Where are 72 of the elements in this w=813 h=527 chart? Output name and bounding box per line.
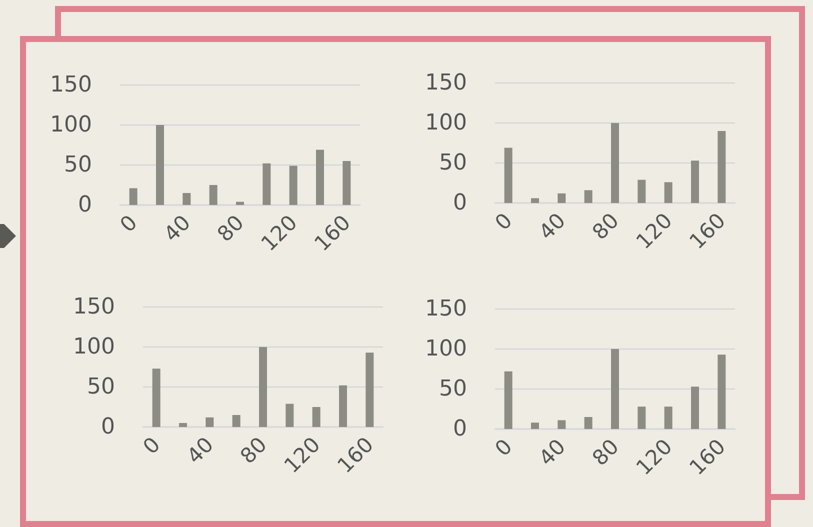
bar [531,198,539,203]
y-tick-label: 100 [50,112,92,138]
x-tick-label: 120 [632,208,677,254]
bar [504,371,512,429]
bar [209,185,218,205]
bar [611,123,619,203]
bar [312,407,320,427]
bar [558,193,566,203]
bar [182,193,191,205]
bar [339,385,347,427]
x-tick-label: 40 [182,432,218,468]
x-tick-label: 0 [490,434,517,461]
bar [638,406,646,429]
bar [664,182,672,203]
x-tick-label: 0 [115,210,142,237]
y-tick-label: 0 [453,416,467,442]
y-tick-label: 150 [425,70,467,96]
bar [366,352,374,427]
bar [289,166,298,205]
x-tick-label: 0 [490,208,517,235]
bar [718,354,726,429]
x-tick-label: 40 [534,434,570,470]
bar [691,160,699,203]
x-tick-label: 120 [280,432,325,478]
bar [259,347,267,427]
bar [316,150,324,205]
bar [262,163,271,205]
y-tick-label: 50 [439,150,467,176]
bar [156,125,164,205]
bar [129,188,138,205]
y-tick-label: 100 [425,110,467,136]
bar [206,417,214,427]
bar [638,180,646,203]
y-tick-label: 150 [50,72,92,98]
bar [286,404,294,427]
y-tick-label: 100 [73,334,115,360]
x-tick-label: 80 [212,210,248,246]
x-tick-label: 80 [588,434,624,470]
x-tick-label: 40 [534,208,570,244]
bar [691,386,699,429]
bar [152,368,160,427]
bar [584,190,592,203]
bar [232,415,240,427]
bar [504,148,512,203]
bar [611,349,619,429]
bar [718,131,726,203]
y-tick-label: 0 [453,190,467,216]
bar [558,420,566,429]
x-tick-label: 160 [684,434,730,480]
x-tick-label: 40 [159,210,196,246]
bar [531,422,539,429]
bar [236,202,244,205]
bar [584,417,592,429]
x-tick-label: 160 [332,432,378,478]
x-tick-label: 80 [236,432,272,468]
y-tick-label: 100 [425,336,467,362]
bar [179,423,187,427]
x-tick-label: 160 [310,210,356,256]
y-tick-label: 0 [78,192,92,218]
y-tick-label: 150 [73,294,115,320]
y-tick-label: 50 [439,376,467,402]
y-tick-label: 150 [425,296,467,322]
bar [664,406,672,429]
x-tick-label: 120 [632,434,677,480]
y-tick-label: 0 [101,414,115,440]
x-tick-label: 160 [684,208,730,254]
x-tick-label: 80 [588,208,624,244]
y-tick-label: 50 [64,152,92,178]
x-tick-label: 120 [256,210,302,256]
bar [342,161,351,205]
x-tick-label: 0 [138,432,165,459]
y-tick-label: 50 [87,374,115,400]
